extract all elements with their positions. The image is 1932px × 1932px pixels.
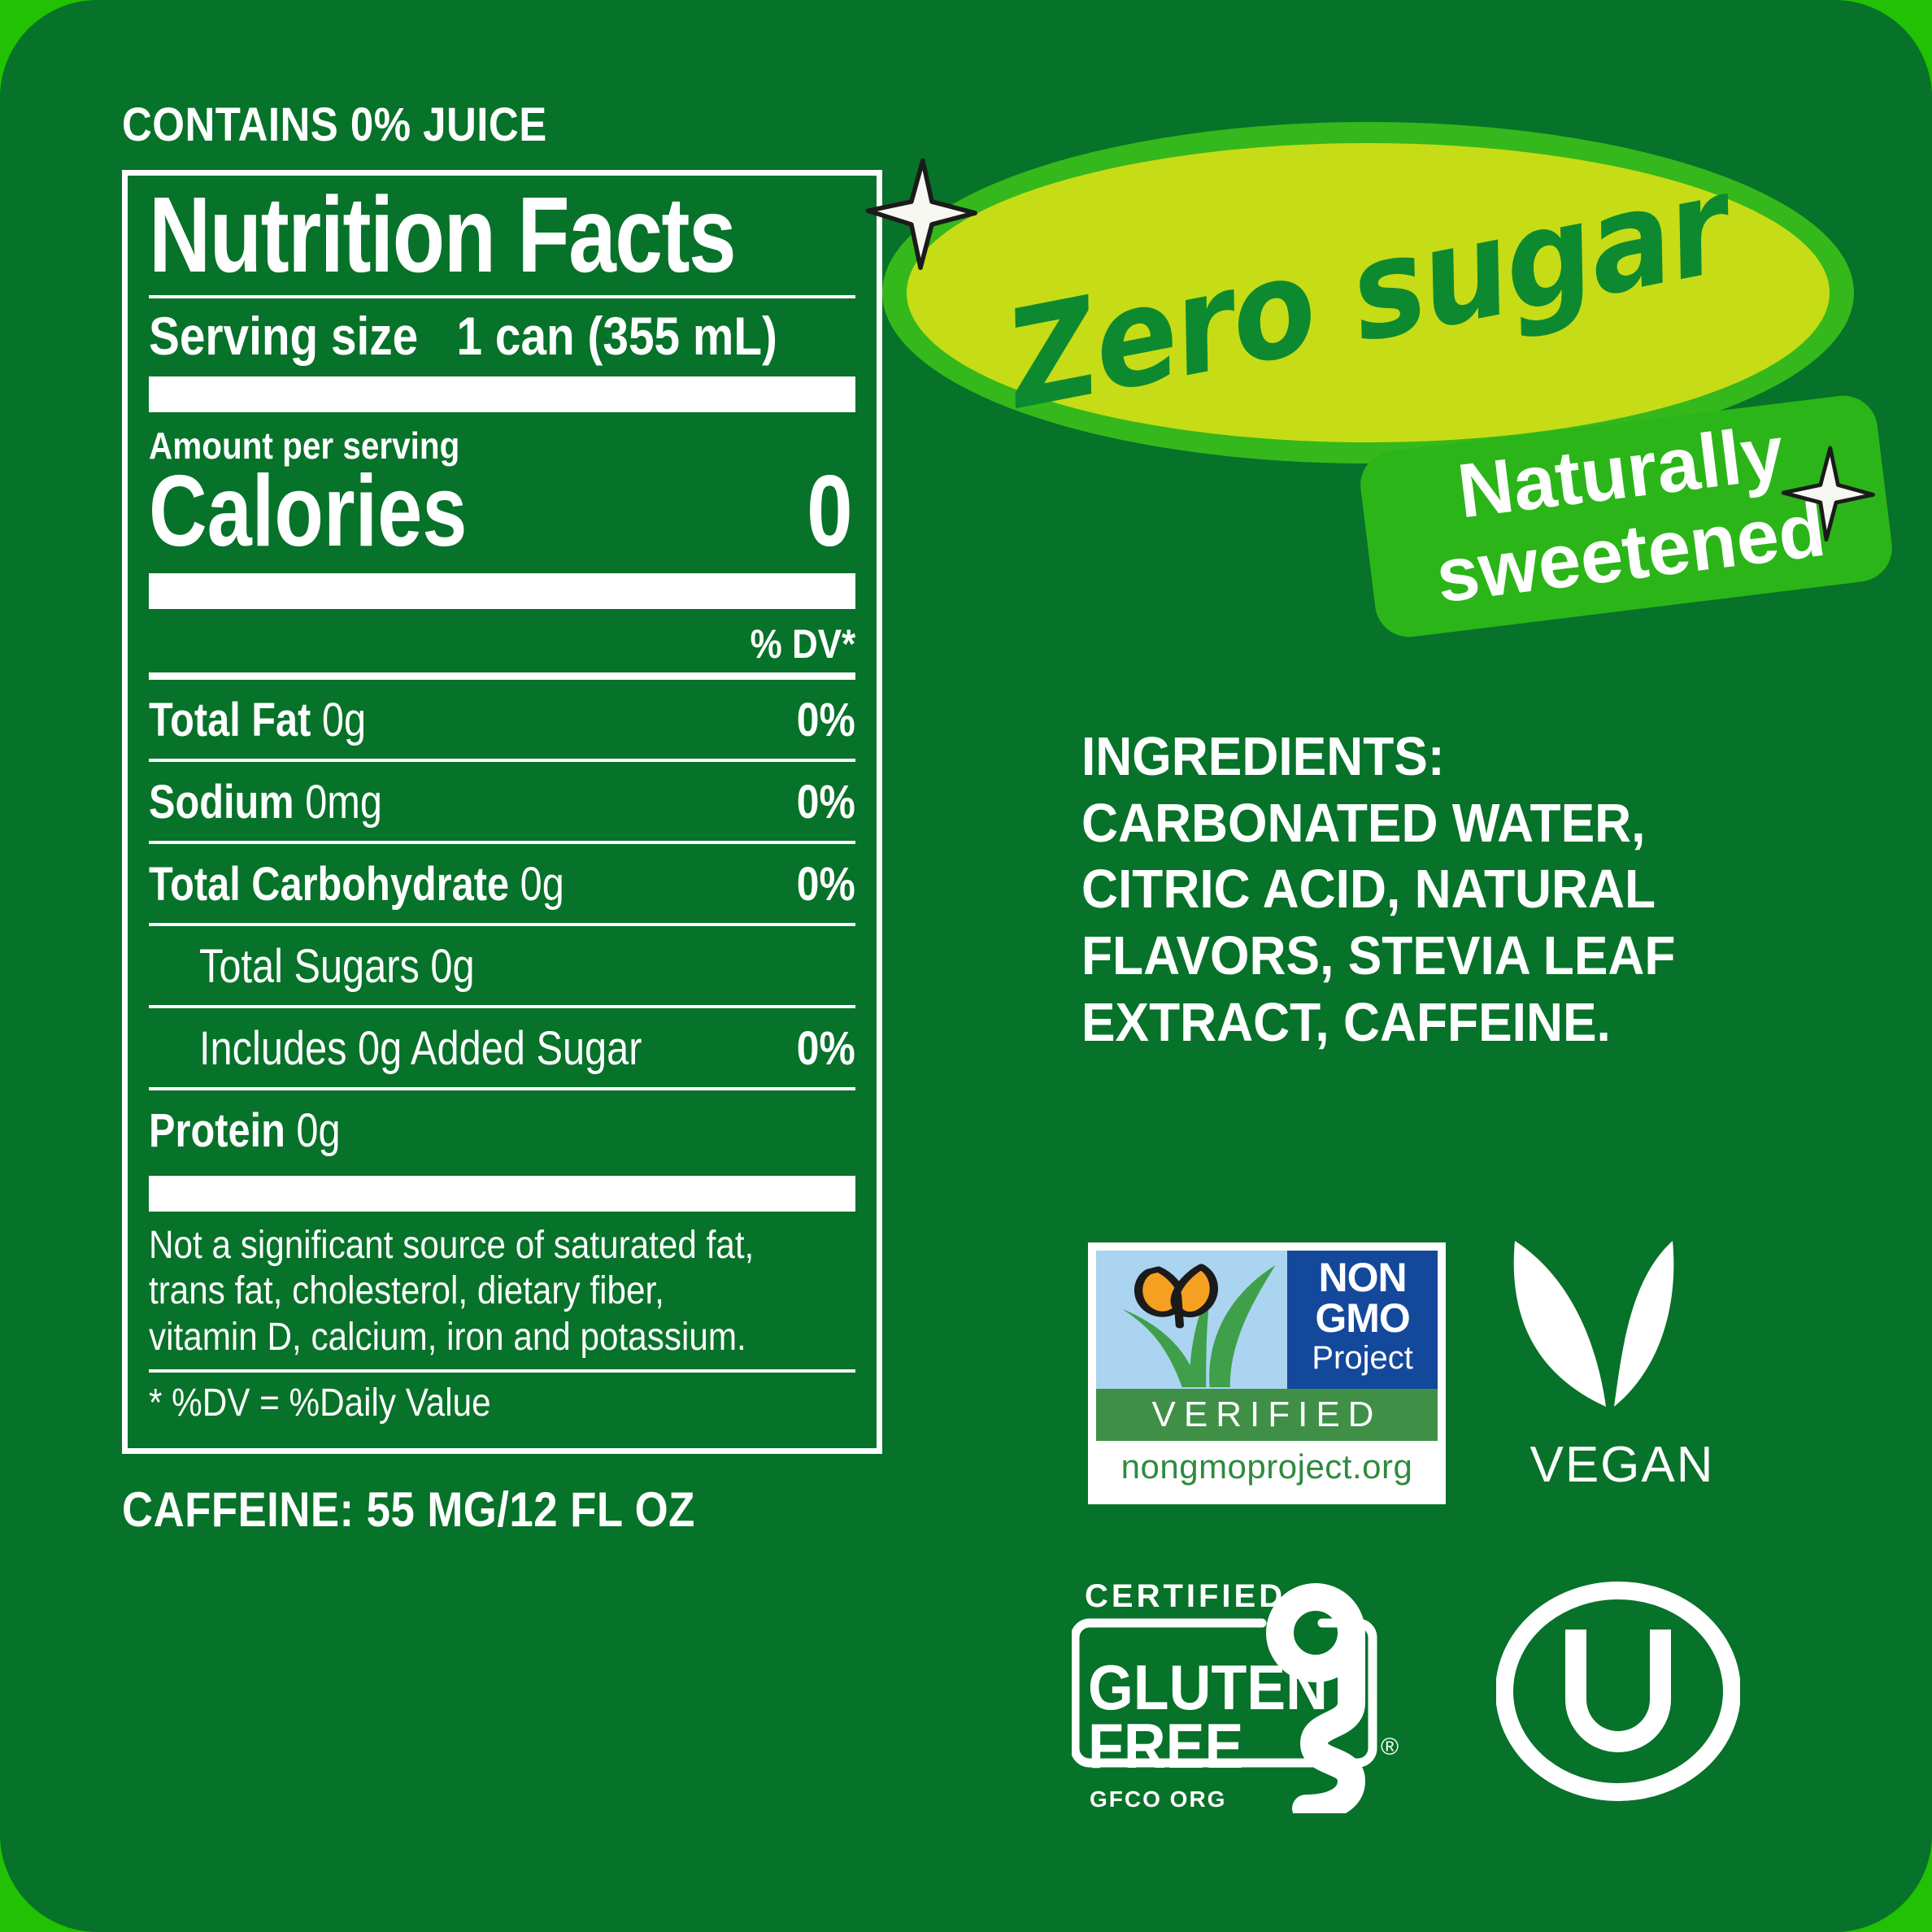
nutrient-dv: 0% (796, 775, 855, 829)
divider-above-dv-note (149, 1368, 855, 1373)
calories-value: 0 (807, 455, 853, 568)
nutrient-amount: 0mg (305, 775, 382, 829)
row-divider (149, 922, 855, 926)
nutrient-amount: Includes 0g Added Sugar (199, 1021, 642, 1075)
svg-text:FREE: FREE (1088, 1710, 1243, 1781)
caffeine-statement: CAFFEINE: 55 MG/12 FL OZ (122, 1482, 695, 1537)
vegan-icon: VEGAN (1500, 1234, 1777, 1511)
nutrient-amount: 0g (296, 1103, 341, 1157)
zero-sugar-text: Zero sugar (994, 146, 1742, 440)
svg-text:®: ® (1381, 1734, 1399, 1760)
calories-row: Calories 0 (149, 461, 855, 562)
zero-sugar-badge: Zero sugar (882, 122, 1854, 463)
nongmo-gmo-text: GMO (1315, 1295, 1410, 1341)
nutrient-name: Total Carbohydrate (149, 857, 510, 911)
calories-label: Calories (149, 455, 468, 568)
svg-text:GLUTEN: GLUTEN (1088, 1651, 1328, 1722)
nutrient-amount: 0g (321, 693, 367, 746)
nongmo-non-text: NON (1318, 1255, 1408, 1300)
nutrient-name: Total Fat (149, 693, 311, 746)
thick-divider-top (149, 376, 855, 412)
nutrient-name: Sodium (149, 775, 294, 829)
daily-value-header: % DV* (750, 620, 855, 667)
table-row: Total Carbohydrate 0g 0% (149, 849, 855, 918)
table-row: Total Fat 0g 0% (149, 685, 855, 754)
badge-inner-fill (907, 143, 1830, 442)
nutrient-dv: 0% (796, 857, 855, 911)
nongmo-verified-band: VERIFIED (1096, 1389, 1438, 1441)
table-row: Includes 0g Added Sugar 0% (149, 1013, 855, 1082)
divider-above-nutrients (149, 672, 855, 680)
row-divider (149, 840, 855, 844)
table-row: Protein 0g (149, 1095, 855, 1164)
ingredients-block: INGREDIENTS: CARBONATED WATER, CITRIC AC… (1081, 724, 1895, 1056)
nutrition-facts-box: Nutrition Facts Serving size 1 can (355 … (122, 170, 882, 1454)
nutrient-name: Protein (149, 1103, 285, 1157)
nutrient-dv: 0% (796, 693, 855, 746)
nutrient-dv: 0% (796, 1021, 855, 1075)
thick-divider-bottom (149, 1175, 855, 1212)
ingredients-line: INGREDIENTS: (1081, 726, 1445, 787)
nutrient-amount: Total Sugars 0g (199, 939, 475, 993)
nongmo-project-text: Project (1312, 1340, 1413, 1376)
svg-text:GFCO ORG: GFCO ORG (1090, 1786, 1226, 1812)
ingredients-line: CARBONATED WATER, (1081, 792, 1646, 854)
svg-text:CERTIFIED: CERTIFIED (1085, 1578, 1286, 1614)
nutrition-facts-title: Nutrition Facts (149, 175, 737, 294)
row-divider (149, 758, 855, 762)
ingredients-line: EXTRACT, CAFFEINE. (1081, 991, 1611, 1053)
nongmo-sky-panel (1096, 1251, 1288, 1389)
sparkle-icon (1778, 444, 1875, 542)
contains-juice-text: CONTAINS 0% JUICE (122, 98, 547, 151)
thick-divider-under-calories (149, 572, 855, 609)
daily-value-note: * %DV = %Daily Value (149, 1381, 491, 1425)
ingredients-line: FLAVORS, STEVIA LEAF (1081, 925, 1676, 987)
kosher-union-icon (1495, 1569, 1756, 1830)
row-divider (149, 1086, 855, 1090)
ingredients-line: CITRIC ACID, NATURAL (1081, 859, 1656, 920)
certified-gluten-free-icon: CERTIFIED GLUTEN FREE ® GFCO ORG (1070, 1569, 1413, 1822)
serving-size-row: Serving size 1 can (355 mL) (149, 305, 777, 367)
nongmo-text-panel: NON GMO Project (1287, 1251, 1438, 1389)
divider-under-title (149, 294, 855, 298)
serving-size-value: 1 can (355 mL) (456, 305, 777, 366)
nutrition-column: CONTAINS 0% JUICE Nutrition Facts Servin… (122, 98, 943, 1538)
serving-size-label: Serving size (149, 305, 419, 366)
vegan-label: VEGAN (1530, 1437, 1715, 1493)
amount-per-serving-label: Amount per serving (149, 424, 460, 467)
footnote-text: Not a significant source of saturated fa… (149, 1223, 755, 1359)
nutrient-amount: 0g (520, 857, 564, 911)
non-gmo-project-verified-icon: NON GMO Project VERIFIED nongmoproject.o… (1088, 1242, 1446, 1504)
sparkle-icon (864, 156, 977, 270)
row-divider (149, 1004, 855, 1008)
table-row: Total Sugars 0g (149, 931, 855, 1000)
nongmo-url-text: nongmoproject.org (1120, 1447, 1413, 1486)
table-row: Sodium 0mg 0% (149, 767, 855, 836)
